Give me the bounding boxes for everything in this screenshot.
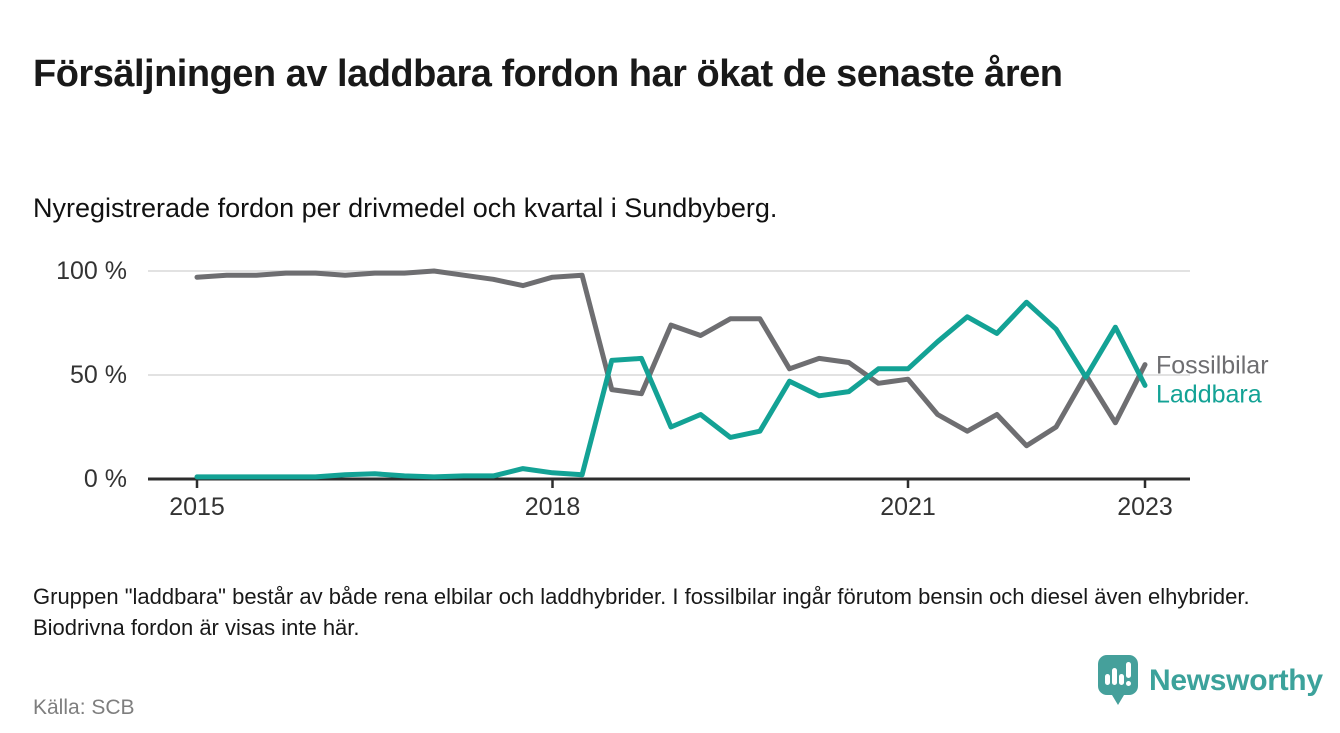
x-tick-label: 2018	[525, 493, 581, 521]
series-label-fossilbilar: Fossilbilar	[1156, 352, 1269, 380]
chart-footnote: Gruppen "laddbara" består av både rena e…	[33, 584, 1250, 640]
y-tick-label: 0 %	[84, 465, 127, 493]
x-tick-label: 2015	[169, 493, 225, 521]
y-tick-label: 50 %	[70, 361, 127, 389]
line-chart: 0 % 50 % 100 % 2015 2018 2021 2023 Fossilbilar L…	[0, 232, 1340, 532]
series-label-laddbara: Laddbara	[1156, 380, 1262, 408]
bar-chart-pin-icon	[1098, 655, 1138, 705]
line-chart-canvas: 0 % 50 % 100 % 2015 2018 2021 2023 FossilbilarL…	[56, 257, 1269, 521]
series-line-fossilbilar	[194, 268, 1148, 449]
logo-text: Newsworthy	[1149, 664, 1323, 697]
newsworthy-logo: Newsworthy	[1096, 653, 1323, 709]
series-line-laddbara	[194, 299, 1148, 480]
page-title: Försäljningen av laddbara fordon har öka…	[33, 53, 1063, 96]
chart-subtitle: Nyregistrerade fordon per drivmedel och …	[33, 193, 778, 223]
y-tick-label: 100 %	[56, 257, 127, 285]
x-tick-label: 2023	[1117, 493, 1173, 521]
source-label: Källa: SCB	[33, 696, 135, 719]
x-tick-label: 2021	[880, 493, 936, 521]
